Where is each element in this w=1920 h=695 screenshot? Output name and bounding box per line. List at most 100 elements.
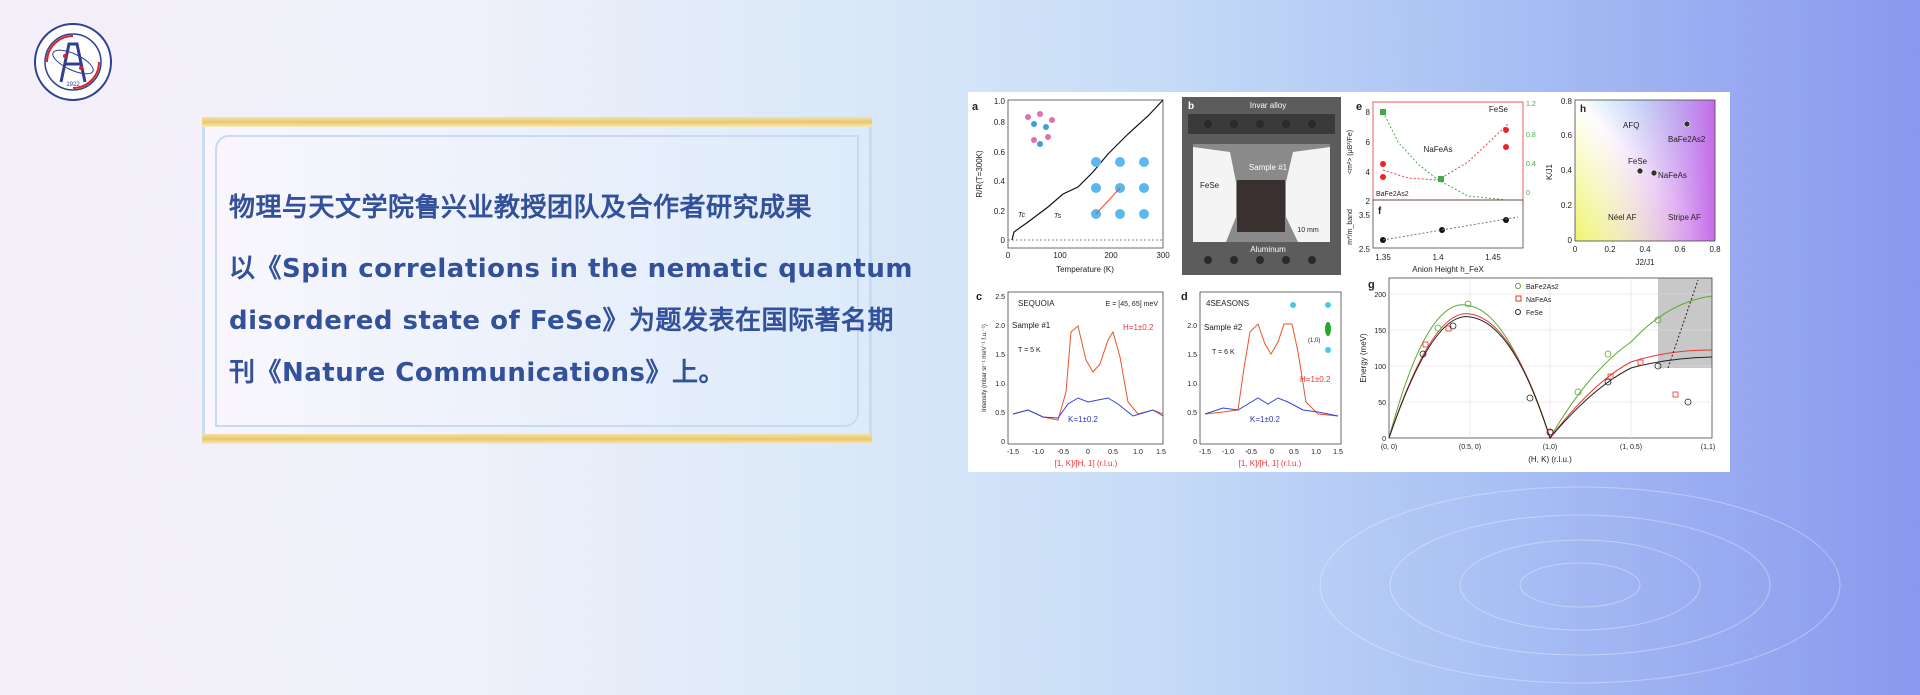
headline-line-4: 刊《Nature Communications》上。	[229, 358, 725, 388]
figure-h-xticks-3-text: 0.6	[1674, 245, 1686, 254]
figure-d-xticks-2-text: -0.5	[1245, 449, 1257, 456]
figure-c-yticks-2-text: 1.0	[995, 381, 1005, 388]
figure-d-xlabel-text: [1, K]/[H, 1] (r.l.u.)	[1239, 459, 1302, 468]
figure-c-yticks-0-text: 0	[1001, 439, 1005, 446]
figure-a-xticks-0-text: 0	[1006, 251, 1011, 260]
figure-a-xticks-1-text: 100	[1053, 251, 1067, 260]
figure-h-xticks-2-text: 0.4	[1639, 245, 1651, 254]
figure-c-xticks-0-text: -1.5	[1007, 449, 1019, 456]
figure-a-yticks-4-text: 0.8	[994, 118, 1006, 127]
figure-c-h-text: H=1±0.2	[1123, 323, 1154, 332]
figure-g-xticks-4-text: (1,1)	[1701, 444, 1715, 451]
research-figure: a 0 0.2 0.4 0.6 0.8 1.0 0 100 200 300 Tempera…	[968, 92, 1730, 472]
figure-g-ylabel-text: Energy (meV)	[1359, 333, 1368, 383]
figure-e-ylabel-text: <m²> (μB²/Fe)	[1347, 130, 1354, 174]
figure-f-label-text: f	[1378, 206, 1382, 217]
figure-e-naf-text: NaFeAs	[1424, 145, 1453, 154]
figure-d-k-text: K=1±0.2	[1250, 415, 1281, 424]
figure-a-yticks-2-text: 0.4	[994, 177, 1006, 186]
figure-a-xticks-3-text: 300	[1156, 251, 1170, 260]
figure-g-legend-0-text: BaFe2As2	[1526, 284, 1559, 291]
figure-b-label-text: b	[1188, 101, 1194, 112]
figure-g-legend-2-text: FeSe	[1526, 310, 1543, 317]
figure-e-ry-2-text: 0.8	[1526, 132, 1536, 139]
figure-a-xticks-2-text: 200	[1104, 251, 1118, 260]
figure-c-temp-text: T = 5 K	[1018, 347, 1041, 354]
panel-c: c SEQUOIA E = [45, 65] meV Sample #1 T =…	[976, 291, 1166, 468]
figure-d-xticks-6-text: 1.5	[1333, 449, 1343, 456]
figure-e-yticks-0-text: 2	[1366, 197, 1371, 206]
figure-f-yticks-1-text: 3.5	[1359, 211, 1371, 220]
figure-e-ry-0-text: 0	[1526, 190, 1530, 197]
figure-b-top-text: Invar alloy	[1250, 101, 1286, 110]
figure-g-yticks-1-text: 50	[1378, 400, 1386, 407]
figure-d-h-text: H=1±0.2	[1300, 375, 1331, 384]
figure-f-xlabel-text: Anion Height h_FeX	[1412, 265, 1484, 274]
figure-g-label-text: g	[1368, 279, 1375, 291]
figure-f-xticks-1-text: 1.4	[1432, 253, 1444, 262]
figure-h-xticks-1-text: 0.2	[1604, 245, 1616, 254]
figure-h-xticks-0-text: 0	[1573, 245, 1578, 254]
figure-c-xlabel-text: [1, K]/[H, 1] (r.l.u.)	[1055, 459, 1118, 468]
figure-g-yticks-4-text: 200	[1374, 292, 1386, 299]
figure-g-xticks-3-text: (1, 0.5)	[1620, 444, 1642, 451]
panel-h-phase-diagram: h AFQ Néel AF Stripe AF FeSe NaFeAs BaFe…	[1545, 97, 1721, 267]
figure-e-yticks-3-text: 8	[1366, 108, 1371, 117]
figure-d-xticks-0-text: -1.5	[1199, 449, 1211, 456]
figure-f-yticks-0-text: 2.5	[1359, 245, 1371, 254]
figure-c-sample-text: Sample #1	[1012, 321, 1051, 330]
figure-e-ba-text: BaFe2As2	[1376, 191, 1409, 198]
figure-h-xlabel-text: J2/J1	[1635, 258, 1655, 267]
panel-g-dispersion: g BaFe2As2 NaFeAs FeSe 0 50 100 150 200 (0, …	[1359, 277, 1715, 464]
figure-h-yticks-4-text: 0.8	[1561, 97, 1573, 106]
headline-line-1: 物理与天文学院鲁兴业教授团队及合作者研究成果	[229, 193, 813, 223]
figure-c-ylabel-text: Intensity (mbar sr⁻¹ meV⁻¹ f.u.⁻¹)	[982, 324, 988, 412]
figure-d-yticks-3-text: 1.5	[1187, 352, 1197, 359]
headline-line-3: disordered state of FeSe》为题发表在国际著名期	[229, 306, 895, 336]
figure-d-xticks-5-text: 1.0	[1311, 449, 1321, 456]
figure-d-yticks-1-text: 0.5	[1187, 410, 1197, 417]
figure-h-yticks-2-text: 0.4	[1561, 166, 1573, 175]
figure-d-point-text: (1,0)	[1308, 338, 1320, 344]
figure-e-fese-text: FeSe	[1489, 105, 1509, 114]
figure-c-xticks-5-text: 1.0	[1133, 449, 1143, 456]
headline-card: 物理与天文学院鲁兴业教授团队及合作者研究成果 以《Spin correlatio…	[202, 119, 912, 443]
figure-h-yticks-3-text: 0.6	[1561, 131, 1573, 140]
figure-d-xticks-1-text: -1.0	[1222, 449, 1234, 456]
figure-c-yticks-4-text: 2.0	[995, 323, 1005, 330]
figure-h-afq-text: AFQ	[1623, 121, 1639, 130]
figure-f-ylabel-text: m*/m_band	[1347, 209, 1354, 245]
figure-f-xticks-2-text: 1.45	[1485, 253, 1501, 262]
figure-c-xticks-1-text: -1.0	[1032, 449, 1044, 456]
panel-b-photo: b Invar alloy Sample #1 FeSe 10 mm Alumi…	[1182, 97, 1341, 275]
figure-a-yticks-0-text: 0	[1001, 236, 1006, 245]
figure-g-yticks-3-text: 150	[1374, 328, 1386, 335]
figure-c-yticks-5-text: 2.5	[995, 294, 1005, 301]
figure-c-xticks-3-text: 0	[1086, 449, 1090, 456]
figure-e-label-text: e	[1356, 101, 1362, 113]
figure-c-k-text: K=1±0.2	[1068, 415, 1099, 424]
figure-a-yticks-1-text: 0.2	[994, 207, 1006, 216]
figure-b-scale-text: 10 mm	[1297, 227, 1319, 234]
figure-b-bottom-text: Aluminum	[1250, 245, 1286, 254]
figure-d-inst-text: 4SEASONS	[1206, 299, 1249, 308]
figure-d-yticks-0-text: 0	[1193, 439, 1197, 446]
panel-e-f: e f NaFeAs FeSe BaFe2As2 2 4 6 8 2.5 3.5 0 0.…	[1347, 101, 1536, 274]
figure-a-yticks-5-text: 1.0	[994, 97, 1006, 106]
figure-h-ylabel-text: K/J1	[1545, 163, 1554, 180]
figure-c-inst-text: SEQUOIA	[1018, 299, 1055, 308]
figure-e-yticks-1-text: 4	[1366, 168, 1371, 177]
figure-c-yticks-1-text: 0.5	[995, 410, 1005, 417]
figure-d-yticks-4-text: 2.0	[1187, 323, 1197, 330]
logo-year: 1922	[66, 82, 80, 88]
figure-g-xticks-1-text: (0.5, 0)	[1459, 444, 1481, 451]
panel-a-xlabel: Temperature (K)	[1056, 265, 1114, 274]
figure-c-xticks-2-text: -0.5	[1057, 449, 1069, 456]
gold-bar-top	[202, 117, 872, 127]
figure-g-xlabel-text: (H, K) (r.l.u.)	[1528, 455, 1572, 464]
figure-f-xticks-0-text: 1.35	[1375, 253, 1391, 262]
figure-d-label-text: d	[1181, 291, 1188, 303]
figure-a-tc-text: Tc	[1018, 212, 1026, 219]
figure-h-ba-text: BaFe2As2	[1668, 135, 1706, 144]
figure-d-sample-text: Sample #2	[1204, 323, 1243, 332]
